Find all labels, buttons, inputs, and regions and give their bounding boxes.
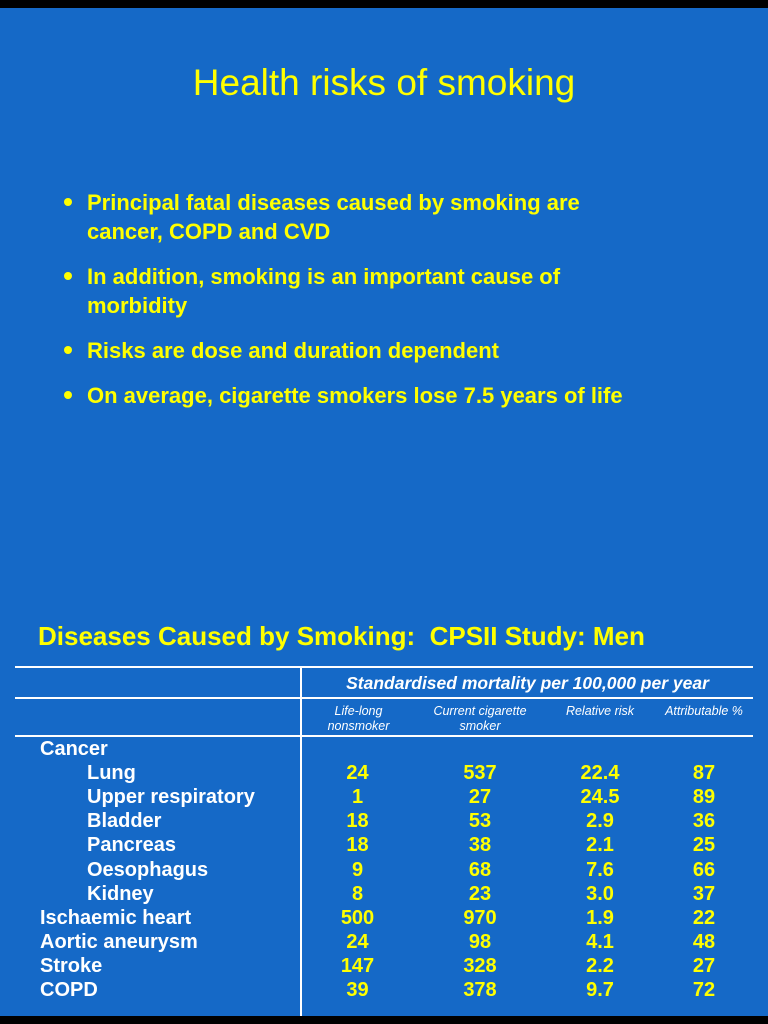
cell-value: 66 — [692, 858, 716, 881]
cell-value: 53 — [468, 810, 492, 833]
cell-value: 37 — [692, 882, 716, 905]
table-mid-line — [15, 697, 753, 699]
row-label: Lung — [87, 761, 136, 784]
row-label: Aortic aneurysm — [40, 931, 198, 954]
cell-value: 1.9 — [586, 906, 614, 929]
cell-value: 39 — [346, 979, 369, 1002]
cell-value: 22 — [692, 906, 716, 929]
cell-value: 98 — [468, 931, 492, 954]
cell-value: 2.1 — [586, 834, 614, 857]
cell-value: 4.1 — [586, 931, 614, 954]
table-row: Cancer — [15, 737, 753, 761]
table-top-line — [15, 666, 753, 668]
column-header: Life-long nonsmoker — [327, 704, 390, 733]
row-label: COPD — [40, 979, 98, 1002]
cell-value: 8 — [351, 882, 364, 905]
bullet-text: In addition, smoking is an important cau… — [87, 264, 561, 318]
bullet-item: On average, cigarette smokers lose 7.5 y… — [64, 381, 716, 410]
row-label: Pancreas — [87, 834, 176, 857]
slide1-title: Health risks of smoking — [192, 62, 576, 103]
cell-value: 3.0 — [586, 882, 614, 905]
cell-value: 9.7 — [586, 979, 614, 1002]
cell-value: 25 — [692, 834, 716, 857]
cell-value: 18 — [346, 834, 369, 857]
cell-value: 27 — [692, 955, 716, 978]
column-header: Relative risk — [565, 704, 635, 718]
table-header-rule — [15, 735, 753, 737]
cell-value: 7.6 — [586, 858, 614, 881]
cell-value: 72 — [692, 979, 716, 1002]
cell-value: 2.9 — [586, 810, 614, 833]
table-row: Upper respiratory 1 27 24.5 89 — [15, 785, 753, 809]
bullet-text: On average, cigarette smokers lose 7.5 y… — [87, 383, 623, 408]
cell-value: 18 — [346, 810, 369, 833]
row-label: Ischaemic heart — [40, 906, 192, 929]
cell-value: 2.2 — [586, 955, 614, 978]
table-vertical-divider — [300, 666, 302, 1016]
cell-value: 68 — [468, 858, 492, 881]
cell-value: 27 — [468, 785, 492, 808]
table-row: Kidney 8 23 3.0 37 — [15, 882, 753, 906]
cell-value: 38 — [468, 834, 492, 857]
slide2-title: Diseases Caused by Smoking: CPSII Study:… — [38, 621, 645, 651]
cell-value: 537 — [463, 761, 497, 784]
row-label: Kidney — [87, 882, 154, 905]
row-label: Stroke — [40, 955, 103, 978]
bullet-item: Risks are dose and duration dependent — [64, 336, 716, 365]
table-row: Lung 24 537 22.4 87 — [15, 761, 753, 785]
cell-value: 22.4 — [580, 761, 620, 784]
table-row: Oesophagus 9 68 7.6 66 — [15, 858, 753, 882]
row-label: Bladder — [87, 810, 162, 833]
cell-value: 24 — [346, 931, 369, 954]
row-label: Cancer — [40, 737, 108, 760]
bullet-text: Risks are dose and duration dependent — [87, 338, 499, 363]
cell-value: 89 — [692, 785, 716, 808]
bullet-dot-icon — [64, 272, 72, 280]
bullet-dot-icon — [64, 391, 72, 399]
table-row: Ischaemic heart 500 970 1.9 22 — [15, 906, 753, 930]
cell-value: 48 — [692, 931, 716, 954]
cell-value: 36 — [692, 810, 716, 833]
bullet-list: Principal fatal diseases caused by smoki… — [64, 188, 716, 426]
mortality-table: Standardised mortality per 100,000 per y… — [15, 666, 753, 1016]
table-row: COPD 39 378 9.7 72 — [15, 979, 753, 1003]
table-row: Stroke 147 328 2.2 27 — [15, 955, 753, 979]
table-body: Cancer Lung 24 537 22.4 87 Upper respira… — [15, 737, 753, 1003]
cell-value: 378 — [463, 979, 497, 1002]
table-row: Aortic aneurysm 24 98 4.1 48 — [15, 931, 753, 955]
cell-value: 9 — [351, 858, 364, 881]
row-label: Upper respiratory — [87, 785, 255, 808]
cell-value: 328 — [463, 955, 497, 978]
column-header: Current cigarette smoker — [433, 704, 527, 733]
cell-value: 24 — [346, 761, 369, 784]
cell-value: 970 — [463, 906, 497, 929]
column-header: Attributable % — [665, 704, 743, 718]
table-span-header: Standardised mortality per 100,000 per y… — [346, 673, 709, 693]
bullet-item: In addition, smoking is an important cau… — [64, 262, 716, 320]
cell-value: 147 — [340, 955, 375, 978]
table-row: Pancreas 18 38 2.1 25 — [15, 834, 753, 858]
slide-canvas: Health risks of smoking Principal fatal … — [0, 8, 768, 1016]
table-column-headers: Life-long nonsmoker Current cigarette sm… — [302, 704, 753, 734]
cell-value: 500 — [340, 906, 375, 929]
row-label: Oesophagus — [87, 858, 209, 881]
table-row: Bladder 18 53 2.9 36 — [15, 810, 753, 834]
cell-value: 24.5 — [580, 785, 620, 808]
bullet-dot-icon — [64, 346, 72, 354]
cell-value: 1 — [351, 785, 364, 808]
bullet-dot-icon — [64, 198, 72, 206]
cell-value: 87 — [692, 761, 716, 784]
cell-value: 23 — [468, 882, 492, 905]
bullet-text: Principal fatal diseases caused by smoki… — [87, 190, 580, 244]
bullet-item: Principal fatal diseases caused by smoki… — [64, 188, 716, 246]
